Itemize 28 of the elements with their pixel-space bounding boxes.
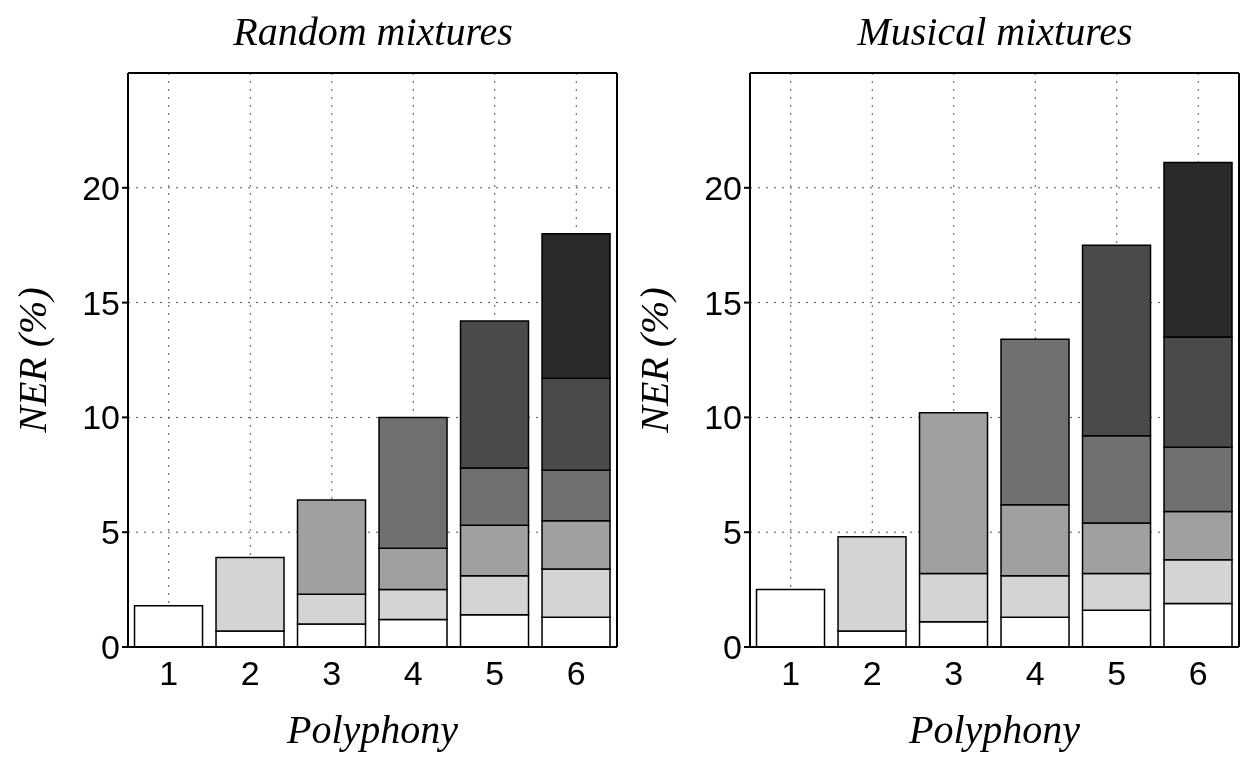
x-axis-title: Polyphony (285, 707, 459, 752)
x-tick-label: 5 (485, 654, 505, 693)
x-tick-label: 6 (1188, 654, 1208, 693)
y-axis-title: NER (%) (632, 287, 678, 434)
x-tick-label: 3 (322, 654, 342, 693)
y-tick-label: 0 (723, 628, 742, 667)
y-tick-label: 5 (723, 513, 742, 552)
x-tick-label: 2 (862, 654, 882, 693)
x-tick-label: 1 (159, 654, 179, 693)
y-tick-label: 0 (101, 628, 120, 667)
x-tick-label: 2 (240, 654, 260, 693)
y-axis-title: NER (%) (10, 287, 56, 434)
y-tick-label: 5 (101, 513, 120, 552)
x-tick-label: 1 (781, 654, 801, 693)
x-tick-label: 3 (944, 654, 964, 693)
x-tick-label: 4 (403, 654, 423, 693)
y-tick-label: 10 (704, 398, 742, 437)
y-tick-label: 15 (82, 283, 120, 322)
y-tick-label: 20 (704, 168, 742, 207)
x-tick-label: 6 (566, 654, 586, 693)
x-tick-label: 4 (1025, 654, 1045, 693)
x-axis-title: Polyphony (907, 707, 1081, 752)
y-tick-label: 10 (82, 398, 120, 437)
y-tick-label: 15 (704, 283, 742, 322)
y-tick-label: 20 (82, 168, 120, 207)
x-tick-label: 5 (1107, 654, 1127, 693)
chart-title: Random mixtures (232, 8, 514, 56)
chart-title: Musical mixtures (856, 8, 1134, 56)
